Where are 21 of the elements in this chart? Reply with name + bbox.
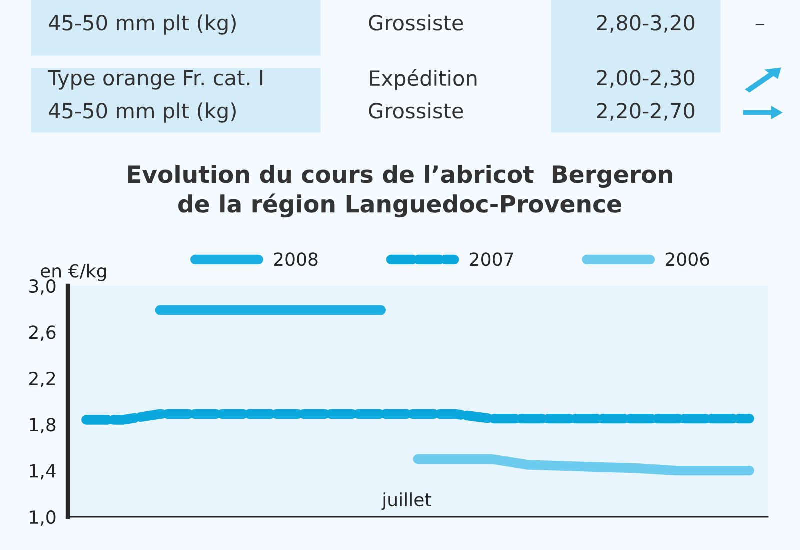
y-tick-label: 1,8: [30, 418, 56, 434]
annotation: juillet: [382, 492, 432, 510]
text: Grossiste: [369, 14, 464, 31]
text: Grossiste: [369, 102, 464, 119]
y-tick-label: 1,4: [30, 464, 56, 480]
text: 2,00-2,30: [597, 70, 695, 88]
text: 45-50 mm plt (kg): [49, 14, 236, 35]
text: 2,80-3,20: [597, 15, 695, 33]
legend-label: 2007: [470, 252, 514, 266]
legend-label: 2008: [274, 252, 318, 266]
text: Expédition: [370, 69, 477, 90]
text: 45-50 mm plt (kg): [49, 102, 236, 123]
y-tick-label: 3,0: [30, 279, 56, 295]
text: –: [756, 24, 764, 26]
legend-label: 2006: [666, 252, 710, 266]
chart-title: Evolution du cours de l’abricot Bergeron de la région Languedoc-Provence: [128, 165, 672, 218]
y-tick-label: 2,6: [30, 326, 56, 342]
text: 2,20-2,70: [597, 103, 695, 121]
text: Type orange Fr. cat. I: [48, 70, 263, 90]
y-tick-label: 1,0: [30, 510, 56, 526]
y-tick-label: 2,2: [30, 372, 56, 388]
